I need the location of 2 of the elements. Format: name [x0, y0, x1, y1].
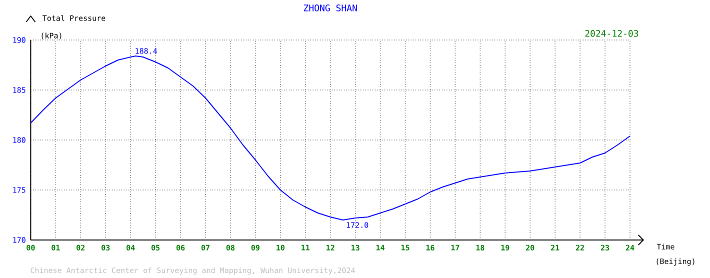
chart-title: ZHONG SHAN: [304, 4, 357, 12]
chart-subtitle: 2024-12-03: [585, 30, 638, 37]
